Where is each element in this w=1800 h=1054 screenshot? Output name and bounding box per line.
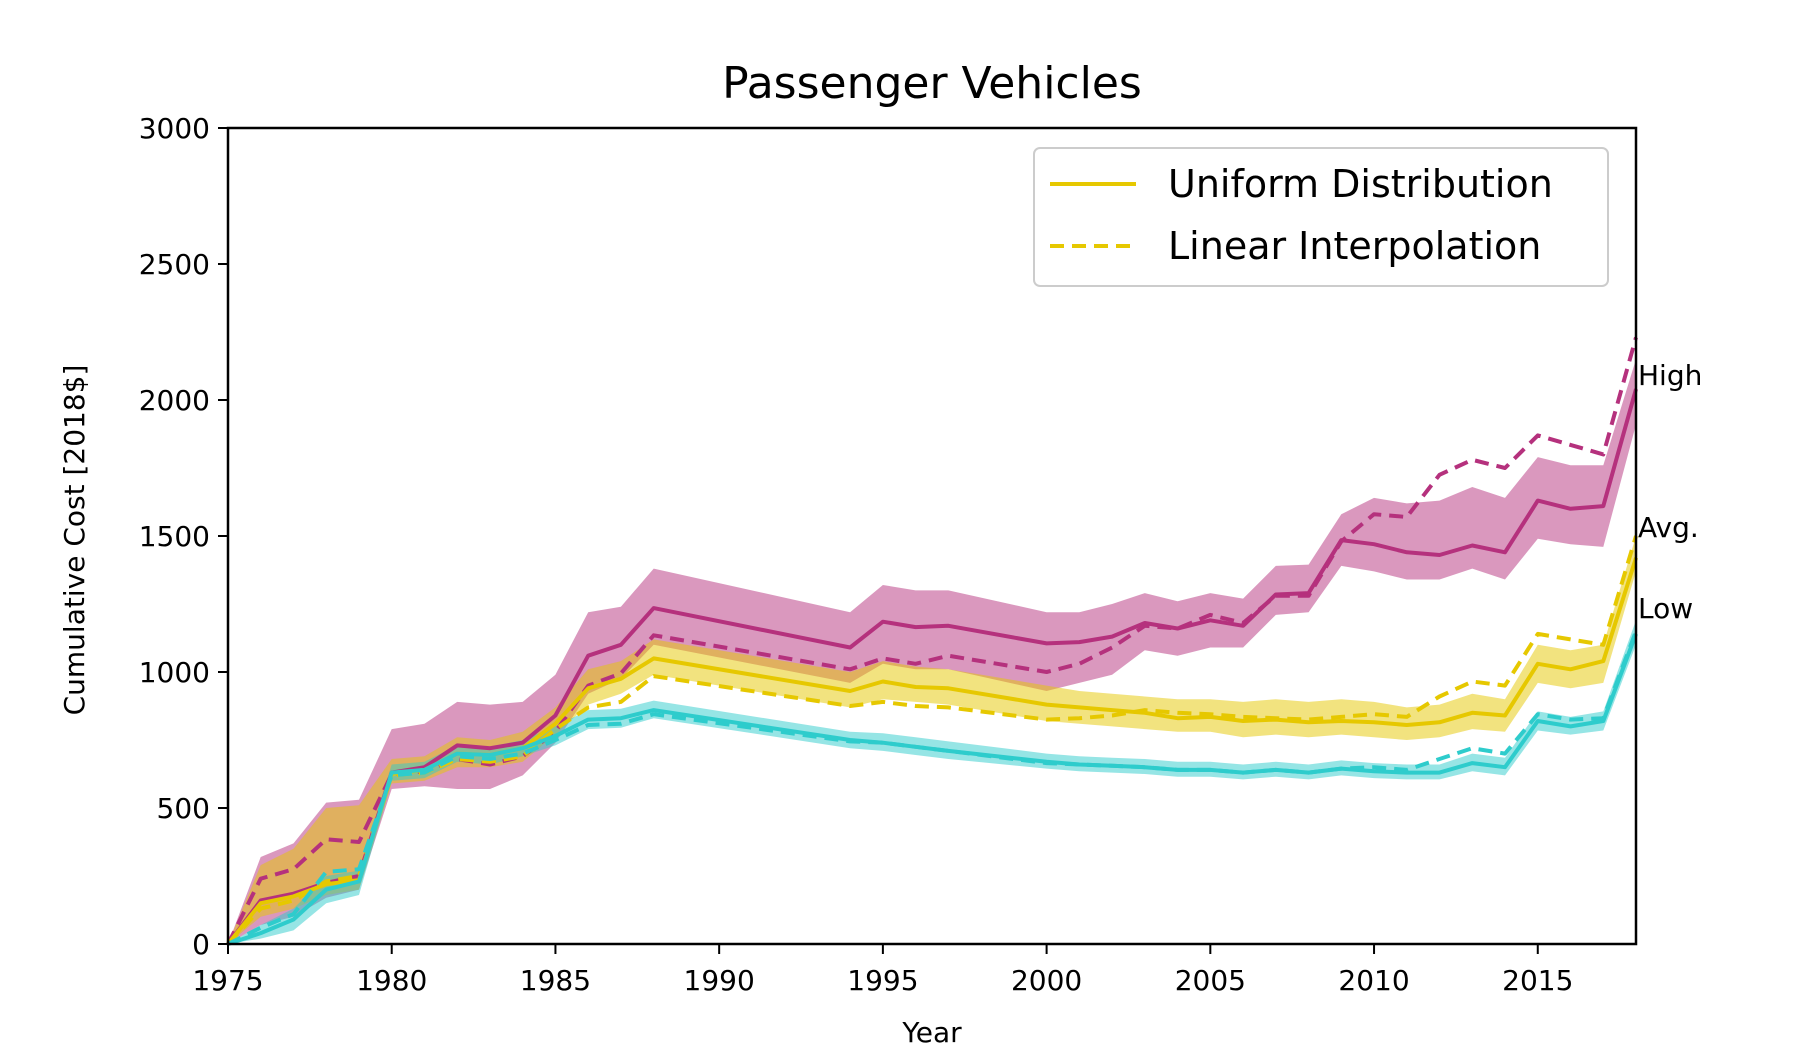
x-tick-label: 1985 xyxy=(520,964,591,997)
end-label-low: Low xyxy=(1638,592,1693,625)
series-lines xyxy=(226,336,1638,946)
band-high xyxy=(228,359,1636,944)
series-low-dashed xyxy=(227,630,1638,946)
chart-title: Passenger Vehicles xyxy=(722,58,1142,109)
legend-box xyxy=(1033,147,1609,287)
confidence-bands xyxy=(228,359,1636,944)
series-high-solid xyxy=(226,388,1638,946)
y-tick-label: 500 xyxy=(157,792,210,825)
x-axis-label: Year xyxy=(901,1016,962,1049)
x-tick-label: 1975 xyxy=(192,964,263,997)
x-tick-label: 1995 xyxy=(847,964,918,997)
y-tick-label: 2500 xyxy=(139,248,210,281)
x-tick-label: 2015 xyxy=(1502,964,1573,997)
legend-label-linear: Linear Interpolation xyxy=(1168,224,1541,268)
x-tick-label: 2005 xyxy=(1175,964,1246,997)
x-tick-label: 2010 xyxy=(1338,964,1409,997)
y-tick-label: 0 xyxy=(192,928,210,961)
y-tick-label: 1000 xyxy=(139,656,210,689)
y-tick-label: 3000 xyxy=(139,112,210,145)
y-tick-label: 1500 xyxy=(139,520,210,553)
x-tick-label: 1980 xyxy=(356,964,427,997)
x-tick-label: 1990 xyxy=(684,964,755,997)
x-tick-label: 2000 xyxy=(1011,964,1082,997)
axes: 1975 1980 1985 1990 1995 2000 2005 2010 2015 0 500… xyxy=(139,112,1638,997)
legend: Uniform Distribution Linear Interpolatio… xyxy=(1033,147,1609,287)
end-label-high: High xyxy=(1638,359,1702,392)
band-avg xyxy=(228,536,1636,944)
legend-label-uniform: Uniform Distribution xyxy=(1168,162,1553,206)
end-label-avg: Avg. xyxy=(1638,511,1699,544)
y-tick-label: 2000 xyxy=(139,384,210,417)
y-axis-label: Cumulative Cost [2018$] xyxy=(58,365,91,716)
